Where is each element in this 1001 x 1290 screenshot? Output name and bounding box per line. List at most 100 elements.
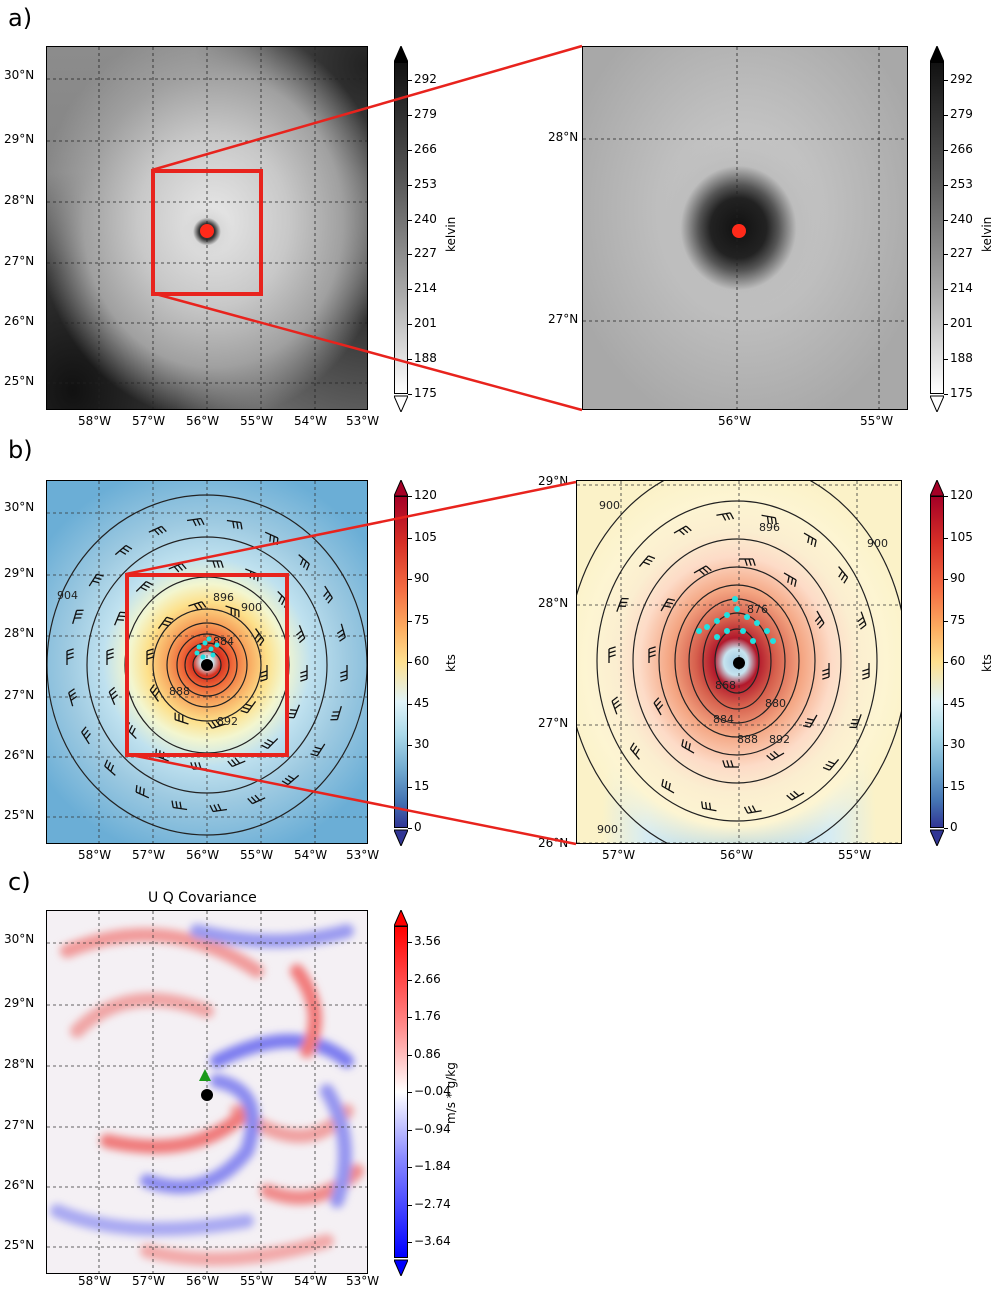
wind-barb-flag	[678, 529, 685, 536]
colorbar-tick-mark	[408, 254, 412, 256]
wind-barb-flag	[106, 656, 114, 660]
wind-barb-flag	[665, 601, 674, 605]
lat-label: 27°N	[538, 716, 569, 730]
lon-label: 55°W	[838, 848, 872, 862]
storm-center-b-left	[201, 659, 213, 671]
colorbar-tick-mark	[408, 359, 412, 361]
colorbar-tick-mark	[408, 1204, 412, 1206]
wind-barb-flag	[300, 678, 308, 682]
wind-barb-flag	[648, 646, 656, 650]
lon-label: 54°W	[294, 414, 328, 428]
storm-center-b-right	[733, 657, 745, 669]
wind-barb-flag	[608, 654, 616, 658]
chart-title-c: U Q Covariance	[148, 890, 257, 906]
colorbar-tick-label: 45	[950, 695, 966, 710]
wind-barb	[173, 806, 188, 811]
colorbar-tick-mark	[944, 579, 948, 580]
wind-barb	[681, 745, 695, 754]
wind-barb-flag	[806, 718, 815, 721]
wind-barb	[226, 519, 241, 524]
colorbar-tick-label: 227	[414, 246, 437, 261]
wind-barb-flag	[68, 688, 75, 694]
wind-barb-flag	[822, 676, 830, 680]
wind-barb-flag	[802, 725, 811, 728]
wind-barb-flag	[648, 650, 656, 654]
lon-label: 55°W	[860, 414, 894, 428]
colorbar-tick-label: 2.66	[414, 971, 441, 986]
wind-barb	[340, 623, 346, 638]
lat-label: 28°N	[4, 193, 35, 207]
wind-barb-flag	[744, 558, 748, 566]
wind-barb-flag	[200, 518, 205, 526]
lon-label: 56°W	[718, 414, 752, 428]
wind-barb	[298, 624, 306, 639]
wind-barb-flag	[838, 570, 843, 578]
colorbar-tick-label: 292	[414, 72, 437, 86]
wind-barb-flag	[613, 700, 620, 706]
colorbar-tick-mark	[408, 828, 412, 829]
wind-barb-flag	[284, 777, 292, 783]
wind-barb-flag	[192, 519, 197, 527]
wind-barb-flag	[94, 577, 102, 581]
lon-label: 55°W	[240, 414, 274, 428]
colorbar-tick-mark	[408, 942, 412, 943]
colorbar-tick-label: 45	[414, 695, 430, 710]
wind-barb	[72, 610, 78, 625]
wind-barb-flag	[769, 752, 776, 759]
wind-barb	[747, 810, 762, 814]
wind-barb-flag	[110, 690, 117, 697]
wind-barb	[108, 691, 116, 706]
wind-barb	[761, 514, 776, 519]
colorbar-tick-label: 3.56	[414, 934, 441, 948]
colorbar-tick-label: 30	[414, 737, 430, 751]
colorbar-tick-label: 266	[414, 141, 437, 156]
wind-barb-flag	[260, 678, 268, 682]
colorbar-tick-mark	[408, 1129, 412, 1131]
wind-barb-flag	[278, 595, 283, 603]
wind-barb-flag	[193, 603, 199, 611]
lat-label: 27°N	[548, 312, 579, 326]
wind-barb-flag	[209, 804, 214, 812]
wind-barb-flag	[827, 760, 835, 765]
wind-barb-flag	[164, 619, 172, 624]
colorbar-unit-covariance: m/s * g/kg	[444, 1062, 458, 1124]
colorbar-tick-mark	[944, 359, 948, 361]
wind-barb-flag	[240, 709, 248, 714]
wind-barb-flag	[212, 560, 216, 568]
wind-barb-flag	[810, 537, 814, 546]
wind-barb-flag	[773, 750, 780, 757]
wind-barb-flag	[154, 690, 160, 697]
wind-barb-flag	[314, 746, 322, 750]
colorbar-tick-label: 15	[950, 778, 966, 793]
colorbar-tick-label: −0.94	[414, 1121, 451, 1136]
wind-barb-flag	[653, 697, 660, 704]
map-c	[46, 910, 368, 1274]
wind-barb-flag	[118, 615, 126, 618]
dropsonde-points-b-left	[194, 636, 220, 660]
colorbar-tick-mark	[944, 394, 948, 395]
wind-barb	[298, 554, 310, 565]
contour-label: 892	[769, 733, 790, 746]
wind-barb-flag	[259, 639, 265, 646]
pressure-contours-b-right	[577, 481, 901, 843]
wind-barb-flag	[818, 622, 825, 629]
wind-barb	[81, 731, 90, 745]
wind-barb-flag	[708, 802, 712, 810]
wind-barb-flag	[254, 633, 260, 640]
wind-barb-flag	[281, 598, 286, 606]
colorbar-tick-label: 0	[414, 820, 422, 834]
map-b-right: 900 896 892 888 884 880 876 868 900 900	[576, 480, 902, 844]
colorbar-tick-label: 0.86	[414, 1046, 441, 1061]
wind-barb-flag	[261, 744, 269, 750]
map-b-left-overlay: 904 900 896 892 888 884	[47, 481, 367, 843]
lat-label: 29°N	[4, 132, 35, 146]
colorbar-tick-label: 292	[950, 72, 973, 86]
wind-barb-flag	[240, 522, 243, 530]
wind-barb	[771, 752, 785, 761]
wind-barb-flag	[96, 573, 104, 577]
wind-barb-flag	[143, 583, 150, 589]
map-a-left-grid	[47, 47, 367, 409]
colorbar-tick-mark	[408, 80, 412, 81]
wind-barb-flag	[789, 792, 796, 799]
colorbar-arrows-c	[394, 910, 408, 1276]
